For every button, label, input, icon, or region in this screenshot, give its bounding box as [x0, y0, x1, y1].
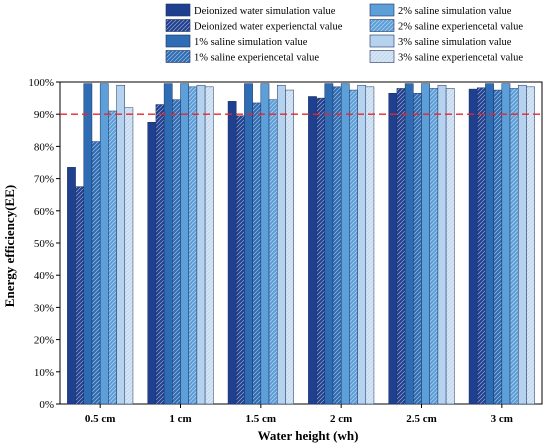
bar: [429, 88, 439, 405]
bar: [388, 93, 398, 405]
bar: [445, 88, 455, 405]
legend-label: Deionized water simulation value: [194, 6, 336, 17]
bar: [147, 122, 157, 405]
legend-swatch: [165, 50, 191, 63]
bar: [268, 99, 278, 405]
bar: [509, 88, 519, 405]
bar: [316, 97, 326, 405]
legend-item: 3% saline experiencetal value: [369, 50, 523, 64]
legend-swatch: [165, 3, 191, 17]
legend-item: 1% saline experiencetal value: [165, 50, 319, 64]
bar: [421, 83, 430, 405]
bar: [340, 83, 350, 405]
bar: [493, 89, 503, 405]
bar: [75, 186, 85, 405]
bar: [349, 89, 358, 405]
legend-item: Deionized water experienctal value: [165, 19, 343, 33]
x-tick-label: 0.5 cm: [85, 413, 116, 425]
bar: [308, 96, 317, 405]
bar: [526, 86, 535, 405]
y-tick-label: 40%: [34, 270, 54, 282]
y-tick-label: 10%: [34, 367, 54, 379]
bar: [172, 99, 181, 405]
bar: [324, 83, 334, 405]
legend-swatch: [369, 50, 395, 63]
legend-label: 2% saline simulation value: [398, 6, 512, 17]
x-tick-label: 1 cm: [169, 413, 191, 425]
bar: [155, 104, 165, 405]
y-tick-label: 80%: [34, 141, 54, 153]
legend-label: 2% saline experiencetal value: [398, 22, 523, 33]
legend-swatch: [369, 3, 395, 17]
y-axis: 0% 10% 20% 30% 40% 50% 60% 70% 80% 90% 100%: [28, 77, 60, 411]
legend-label: 1% saline simulation value: [194, 37, 308, 48]
legend-label: Deionized water experienctal value: [194, 22, 343, 33]
y-tick-label: 20%: [34, 335, 54, 347]
y-tick-label: 60%: [34, 206, 54, 218]
bar: [476, 87, 486, 405]
x-tick-label: 1.5 cm: [246, 413, 277, 425]
bar: [252, 102, 262, 405]
bar: [116, 84, 126, 405]
bar: [357, 84, 367, 405]
x-tick-label: 2 cm: [330, 413, 352, 425]
bar: [188, 86, 198, 405]
plot-area: [59, 81, 543, 405]
bar: [276, 84, 286, 405]
legend-label: 3% saline experiencetal value: [398, 53, 523, 64]
y-tick-label: 100%: [28, 77, 54, 89]
y-axis-title: Energy efficiency(EE): [2, 185, 17, 307]
bar: [332, 86, 342, 405]
x-tick-label: 3 cm: [491, 413, 513, 425]
bar: [285, 89, 294, 405]
legend-swatch: [165, 19, 191, 32]
legend-item: 1% saline simulation value: [165, 34, 308, 48]
bar: [124, 107, 134, 405]
bar: [404, 83, 414, 405]
bar: [235, 115, 245, 405]
bar: [108, 110, 117, 405]
x-axis: 0.5 cm 1 cm 1.5 cm 2 cm 2.5 cm 3 cm: [85, 404, 513, 425]
bar: [365, 86, 375, 405]
bar: [163, 83, 173, 405]
y-tick-label: 70%: [34, 174, 54, 186]
bar: [244, 83, 253, 405]
bar: [501, 83, 511, 405]
bar: [468, 88, 478, 405]
legend-swatch: [369, 34, 395, 48]
bar: [517, 84, 527, 405]
bar: [413, 93, 422, 405]
legend-label: 3% saline simulation value: [398, 37, 512, 48]
bar: [196, 84, 206, 405]
bar: [99, 83, 109, 405]
bar: [227, 101, 237, 405]
bar: [260, 83, 270, 405]
bar: [91, 141, 101, 405]
legend-item: 2% saline experiencetal value: [369, 19, 523, 33]
legend: Deionized water simulation value Deionize…: [165, 3, 523, 64]
bar: [485, 83, 494, 405]
y-tick-label: 50%: [34, 238, 54, 250]
bar: [437, 84, 447, 405]
bar: [83, 83, 93, 405]
y-tick-label: 0%: [39, 399, 54, 411]
y-tick-label: 30%: [34, 302, 54, 314]
x-axis-title: Water height (wh): [258, 428, 359, 443]
legend-item: Deionized water simulation value: [165, 3, 336, 17]
y-tick-label: 90%: [34, 109, 54, 121]
bar: [180, 83, 189, 405]
legend-swatch: [369, 19, 395, 32]
bar: [204, 86, 214, 405]
legend-item: 2% saline simulation value: [369, 3, 512, 17]
legend-label: 1% saline experiencetal value: [194, 53, 319, 64]
legend-swatch: [165, 34, 191, 48]
x-tick-label: 2.5 cm: [406, 413, 437, 425]
bar: [396, 88, 406, 405]
bar: [67, 167, 76, 405]
legend-item: 3% saline simulation value: [369, 34, 512, 48]
